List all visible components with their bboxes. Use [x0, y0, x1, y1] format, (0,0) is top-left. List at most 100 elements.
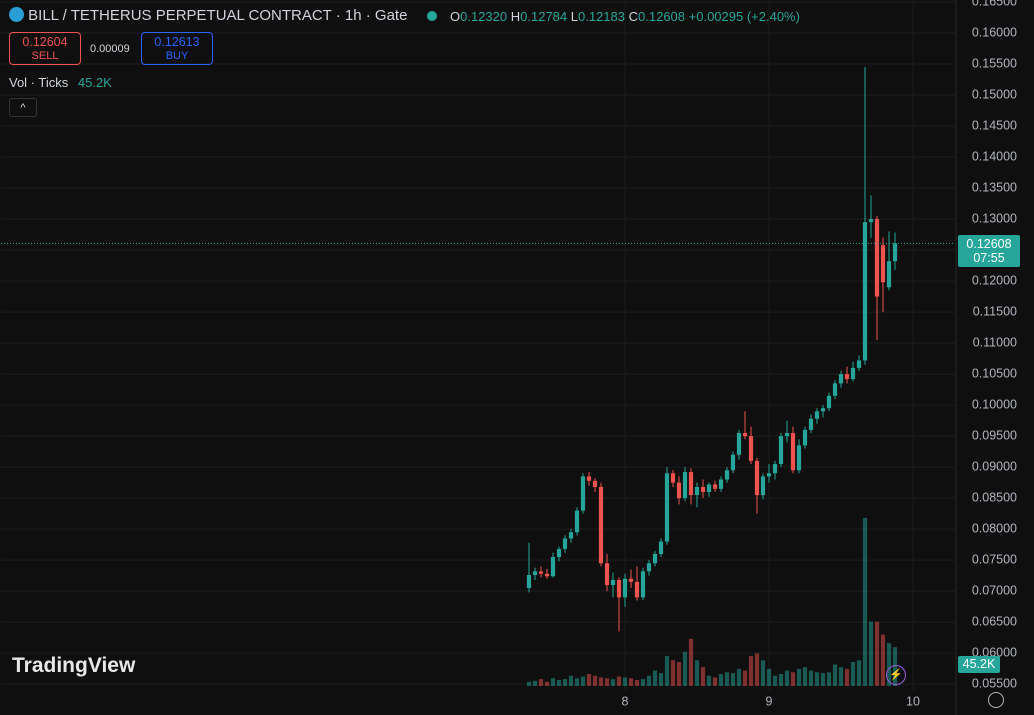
candle-body	[748, 436, 754, 461]
volume-bar	[814, 672, 820, 686]
symbol-icon	[9, 7, 24, 22]
volume-bar	[772, 675, 778, 686]
volume-bar	[826, 672, 832, 686]
x-tick-label: 9	[766, 694, 773, 708]
volume-bar	[850, 661, 856, 686]
buy-label: BUY	[165, 50, 189, 62]
y-tick-label: 0.11000	[973, 335, 1017, 349]
volume-bar	[790, 672, 796, 686]
y-tick-label: 0.07000	[972, 583, 1017, 597]
candle-body	[832, 383, 838, 396]
volume-bar	[796, 668, 802, 686]
y-tick-label: 0.15000	[972, 87, 1017, 101]
candle-body	[652, 553, 658, 564]
volume-bar	[700, 667, 706, 686]
candle-body	[658, 541, 664, 554]
volume-bar	[664, 655, 670, 686]
volume-bar	[562, 679, 568, 686]
candle-body	[634, 581, 640, 598]
candle-body	[838, 374, 844, 384]
y-tick-label: 0.08500	[972, 490, 1017, 504]
volume-bar	[766, 668, 772, 686]
volume-bar	[598, 677, 604, 686]
y-tick-label: 0.12000	[972, 273, 1017, 287]
last-price-label: 0.12608 07:55	[958, 235, 1020, 267]
h-label: H	[510, 9, 521, 24]
volume-bar	[754, 653, 760, 686]
volume-bar	[658, 673, 664, 686]
candle-body	[550, 557, 556, 577]
volume-bar	[574, 678, 580, 686]
candle-body	[526, 575, 532, 589]
y-tick-label: 0.14000	[972, 149, 1017, 163]
candle-body	[688, 472, 694, 496]
candle-body	[730, 454, 736, 471]
settings-icon[interactable]	[988, 692, 1004, 708]
volume-bar	[874, 621, 880, 686]
candle-body	[868, 219, 874, 223]
candle-body	[628, 578, 634, 582]
candle-body	[790, 433, 796, 471]
x-tick-label: 10	[906, 694, 920, 708]
volume-bar	[532, 680, 538, 686]
volume-bar	[688, 638, 694, 686]
o-value: 0.12320	[460, 9, 508, 24]
symbol-row: BILL / TETHERUS PERPETUAL CONTRACT · 1h …	[9, 7, 407, 24]
volume-bar	[844, 668, 850, 686]
collapse-button[interactable]: ^	[9, 98, 37, 117]
candle-body	[754, 460, 760, 496]
y-tick-label: 0.06000	[972, 645, 1017, 659]
candle-body	[610, 579, 616, 585]
candle-body	[616, 579, 622, 598]
volume-bar	[616, 676, 622, 686]
candle-body	[562, 538, 568, 549]
volume-title: Vol · Ticks	[9, 75, 69, 90]
y-tick-label: 0.16500	[972, 0, 1017, 8]
candle-body	[676, 482, 682, 499]
y-tick-label: 0.08000	[972, 521, 1017, 535]
candle-body	[850, 367, 856, 380]
volume-bar	[586, 673, 592, 686]
candle-body	[556, 548, 562, 558]
candle-body	[886, 261, 892, 288]
candle-body	[580, 476, 586, 511]
candle-body	[712, 484, 718, 489]
volume-bar	[820, 673, 826, 686]
y-tick-label: 0.15500	[972, 56, 1017, 70]
candle-body	[820, 408, 826, 412]
status-dot	[427, 11, 437, 21]
volume-bar	[622, 677, 628, 686]
h-value: 0.12784	[520, 9, 568, 24]
candle-body	[706, 484, 712, 492]
last-price: 0.12608	[966, 237, 1012, 251]
candle-body	[538, 571, 544, 574]
volume-bar	[682, 651, 688, 686]
change: +0.00295 (+2.40%)	[688, 9, 800, 24]
volume-bar	[760, 660, 766, 686]
candle-body	[718, 479, 724, 489]
buy-button[interactable]: 0.12613 BUY	[141, 32, 213, 65]
candle-body	[802, 429, 808, 446]
volume-bar	[838, 667, 844, 686]
volume-bar	[748, 655, 754, 686]
volume-bar	[868, 621, 874, 686]
symbol-title[interactable]: BILL / TETHERUS PERPETUAL CONTRACT · 1h …	[28, 7, 408, 24]
candle-body	[694, 486, 700, 496]
volume-bar	[742, 670, 748, 686]
spread: 0.00009	[90, 43, 130, 55]
candle-body	[544, 573, 550, 577]
candle-body	[532, 571, 538, 576]
candle-body	[874, 219, 880, 297]
candle-body	[670, 473, 676, 483]
volume-bar	[634, 679, 640, 686]
sell-label: SELL	[31, 50, 59, 62]
y-tick-label: 0.05500	[972, 676, 1017, 690]
sell-button[interactable]: 0.12604 SELL	[9, 32, 81, 65]
candle-body	[856, 360, 862, 368]
candle-body	[862, 222, 868, 361]
y-tick-label: 0.13000	[972, 211, 1017, 225]
y-tick-label: 0.10000	[972, 397, 1017, 411]
candle-body	[586, 476, 592, 481]
candle-body	[826, 395, 832, 409]
lightning-icon[interactable]: ⚡	[886, 665, 906, 685]
